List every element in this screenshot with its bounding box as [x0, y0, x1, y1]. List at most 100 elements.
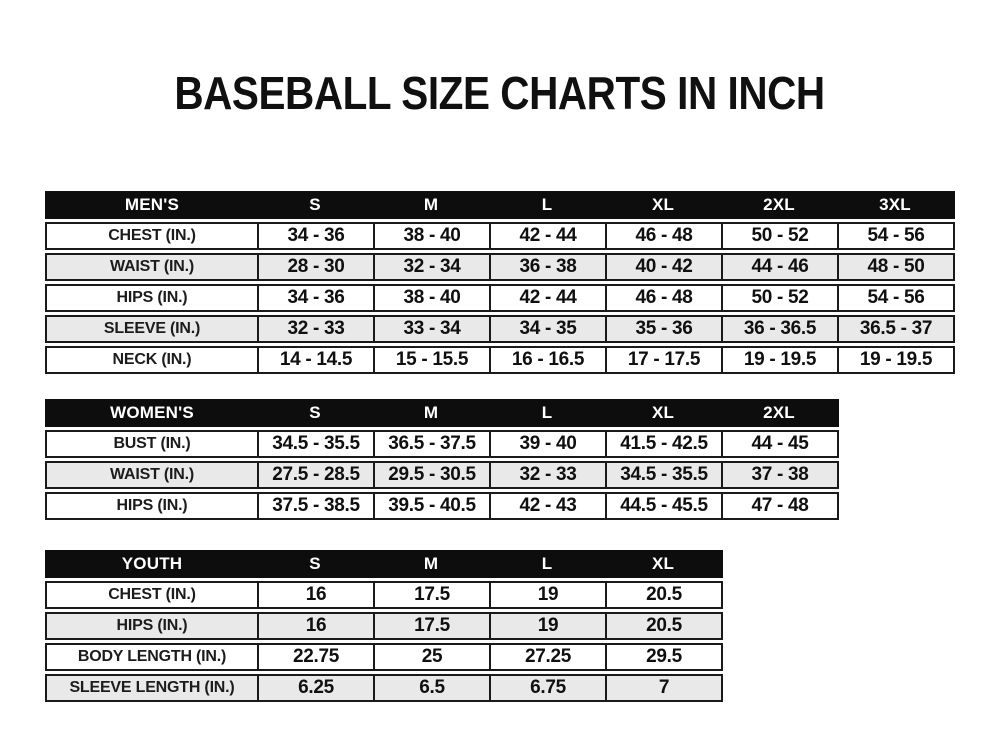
row-label: CHEST (IN.) — [108, 227, 196, 244]
size-value: 27.25 — [489, 645, 605, 669]
size-value: 34.5 - 35.5 — [605, 463, 721, 487]
column-header-2xl: 2XL — [763, 403, 795, 422]
size-value: 16 - 16.5 — [489, 348, 605, 372]
column-header-xl: XL — [651, 195, 675, 214]
size-value: 44.5 - 45.5 — [605, 494, 721, 518]
row-label: NECK (IN.) — [112, 351, 192, 368]
size-value: 34.5 - 35.5 — [257, 432, 373, 456]
size-value: 39 - 40 — [489, 432, 605, 456]
column-header-l: L — [541, 403, 553, 422]
youth-group-header: YOUTH — [121, 554, 183, 573]
column-header-m: M — [423, 403, 439, 422]
size-value: 19 — [489, 614, 605, 638]
column-header-l: L — [541, 554, 553, 573]
size-value: 20.5 — [605, 583, 721, 607]
size-value: 29.5 — [605, 645, 721, 669]
size-value: 32 - 33 — [489, 463, 605, 487]
table-row: CHEST (IN.) 34 - 36 38 - 40 42 - 44 46 - 48 5… — [45, 222, 955, 250]
size-value: 19 - 19.5 — [837, 348, 953, 372]
row-label: HIPS (IN.) — [116, 617, 188, 634]
youth-header-row: YOUTH S M L XL — [45, 550, 723, 578]
size-value: 37 - 38 — [721, 463, 837, 487]
size-value: 20.5 — [605, 614, 721, 638]
size-value: 15 - 15.5 — [373, 348, 489, 372]
size-value: 40 - 42 — [605, 255, 721, 279]
table-row: BUST (IN.) 34.5 - 35.5 36.5 - 37.5 39 - 40 4… — [45, 430, 839, 458]
column-header-m: M — [423, 554, 439, 573]
size-value: 36 - 38 — [489, 255, 605, 279]
size-value: 19 - 19.5 — [721, 348, 837, 372]
size-value: 54 - 56 — [837, 286, 953, 310]
row-label: WAIST (IN.) — [109, 258, 194, 275]
size-value: 39.5 - 40.5 — [373, 494, 489, 518]
column-header-xl: XL — [651, 403, 675, 422]
size-value: 36 - 36.5 — [721, 317, 837, 341]
size-value: 38 - 40 — [373, 224, 489, 248]
column-header-s: S — [309, 403, 321, 422]
mens-header-row: MEN'S S M L XL 2XL 3XL — [45, 191, 955, 219]
table-row: HIPS (IN.) 34 - 36 38 - 40 42 - 44 46 - 48 50… — [45, 284, 955, 312]
size-value: 28 - 30 — [257, 255, 373, 279]
size-value: 17.5 — [373, 614, 489, 638]
row-label: HIPS (IN.) — [116, 497, 188, 514]
table-row: NECK (IN.) 14 - 14.5 15 - 15.5 16 - 16.5 17 … — [45, 346, 955, 374]
table-row: BODY LENGTH (IN.) 22.75 25 27.25 29.5 — [45, 643, 723, 671]
womens-header-row: WOMEN'S S M L XL 2XL — [45, 399, 839, 427]
size-value: 47 - 48 — [721, 494, 837, 518]
size-value: 41.5 - 42.5 — [605, 432, 721, 456]
size-value: 6.75 — [489, 676, 605, 700]
mens-group-header: MEN'S — [124, 195, 180, 214]
size-value: 32 - 33 — [257, 317, 373, 341]
size-value: 44 - 45 — [721, 432, 837, 456]
row-label: CHEST (IN.) — [108, 586, 196, 603]
column-header-s: S — [309, 195, 321, 214]
column-header-2xl: 2XL — [763, 195, 795, 214]
size-value: 35 - 36 — [605, 317, 721, 341]
table-row: HIPS (IN.) 37.5 - 38.5 39.5 - 40.5 42 - 43 4… — [45, 492, 839, 520]
size-value: 16 — [257, 583, 373, 607]
table-row: SLEEVE (IN.) 32 - 33 33 - 34 34 - 35 35 - 36… — [45, 315, 955, 343]
row-label: SLEEVE (IN.) — [103, 320, 201, 337]
size-value: 42 - 44 — [489, 286, 605, 310]
column-header-s: S — [309, 554, 321, 573]
size-value: 17.5 — [373, 583, 489, 607]
table-row: WAIST (IN.) 28 - 30 32 - 34 36 - 38 40 - 42 4… — [45, 253, 955, 281]
size-value: 44 - 46 — [721, 255, 837, 279]
table-row: CHEST (IN.) 16 17.5 19 20.5 — [45, 581, 723, 609]
page-title: BASEBALL SIZE CHARTS IN INCH — [174, 67, 826, 119]
size-value: 48 - 50 — [837, 255, 953, 279]
size-value: 34 - 36 — [257, 224, 373, 248]
size-value: 46 - 48 — [605, 286, 721, 310]
size-value: 32 - 34 — [373, 255, 489, 279]
womens-size-table: WOMEN'S S M L XL 2XL BUST (IN.) 34.5 - 35.5 36.5… — [45, 399, 839, 520]
column-header-l: L — [541, 195, 553, 214]
size-value: 36.5 - 37 — [837, 317, 953, 341]
row-label: SLEEVE LENGTH (IN.) — [69, 679, 235, 696]
size-value: 7 — [605, 676, 721, 700]
table-row: SLEEVE LENGTH (IN.) 6.25 6.5 6.75 7 — [45, 674, 723, 702]
size-value: 22.75 — [257, 645, 373, 669]
size-value: 27.5 - 28.5 — [257, 463, 373, 487]
column-header-xl: XL — [651, 554, 675, 573]
youth-size-table: YOUTH S M L XL CHEST (IN.) 16 17.5 19 20.5 HIPS (I… — [45, 550, 723, 702]
table-row: WAIST (IN.) 27.5 - 28.5 29.5 - 30.5 32 - 33… — [45, 461, 839, 489]
size-value: 16 — [257, 614, 373, 638]
size-value: 54 - 56 — [837, 224, 953, 248]
size-value: 50 - 52 — [721, 286, 837, 310]
size-value: 29.5 - 30.5 — [373, 463, 489, 487]
size-value: 46 - 48 — [605, 224, 721, 248]
size-value: 14 - 14.5 — [257, 348, 373, 372]
size-value: 38 - 40 — [373, 286, 489, 310]
womens-group-header: WOMEN'S — [110, 403, 194, 422]
page-title-container: BASEBALL SIZE CHARTS IN INCH — [0, 70, 1000, 116]
size-value: 17 - 17.5 — [605, 348, 721, 372]
size-value: 42 - 44 — [489, 224, 605, 248]
mens-size-table: MEN'S S M L XL 2XL 3XL CHEST (IN.) 34 - 36 38 - 4… — [45, 191, 955, 374]
column-header-m: M — [423, 195, 439, 214]
row-label: WAIST (IN.) — [109, 466, 194, 483]
size-value: 42 - 43 — [489, 494, 605, 518]
size-value: 36.5 - 37.5 — [373, 432, 489, 456]
size-value: 33 - 34 — [373, 317, 489, 341]
size-value: 25 — [373, 645, 489, 669]
